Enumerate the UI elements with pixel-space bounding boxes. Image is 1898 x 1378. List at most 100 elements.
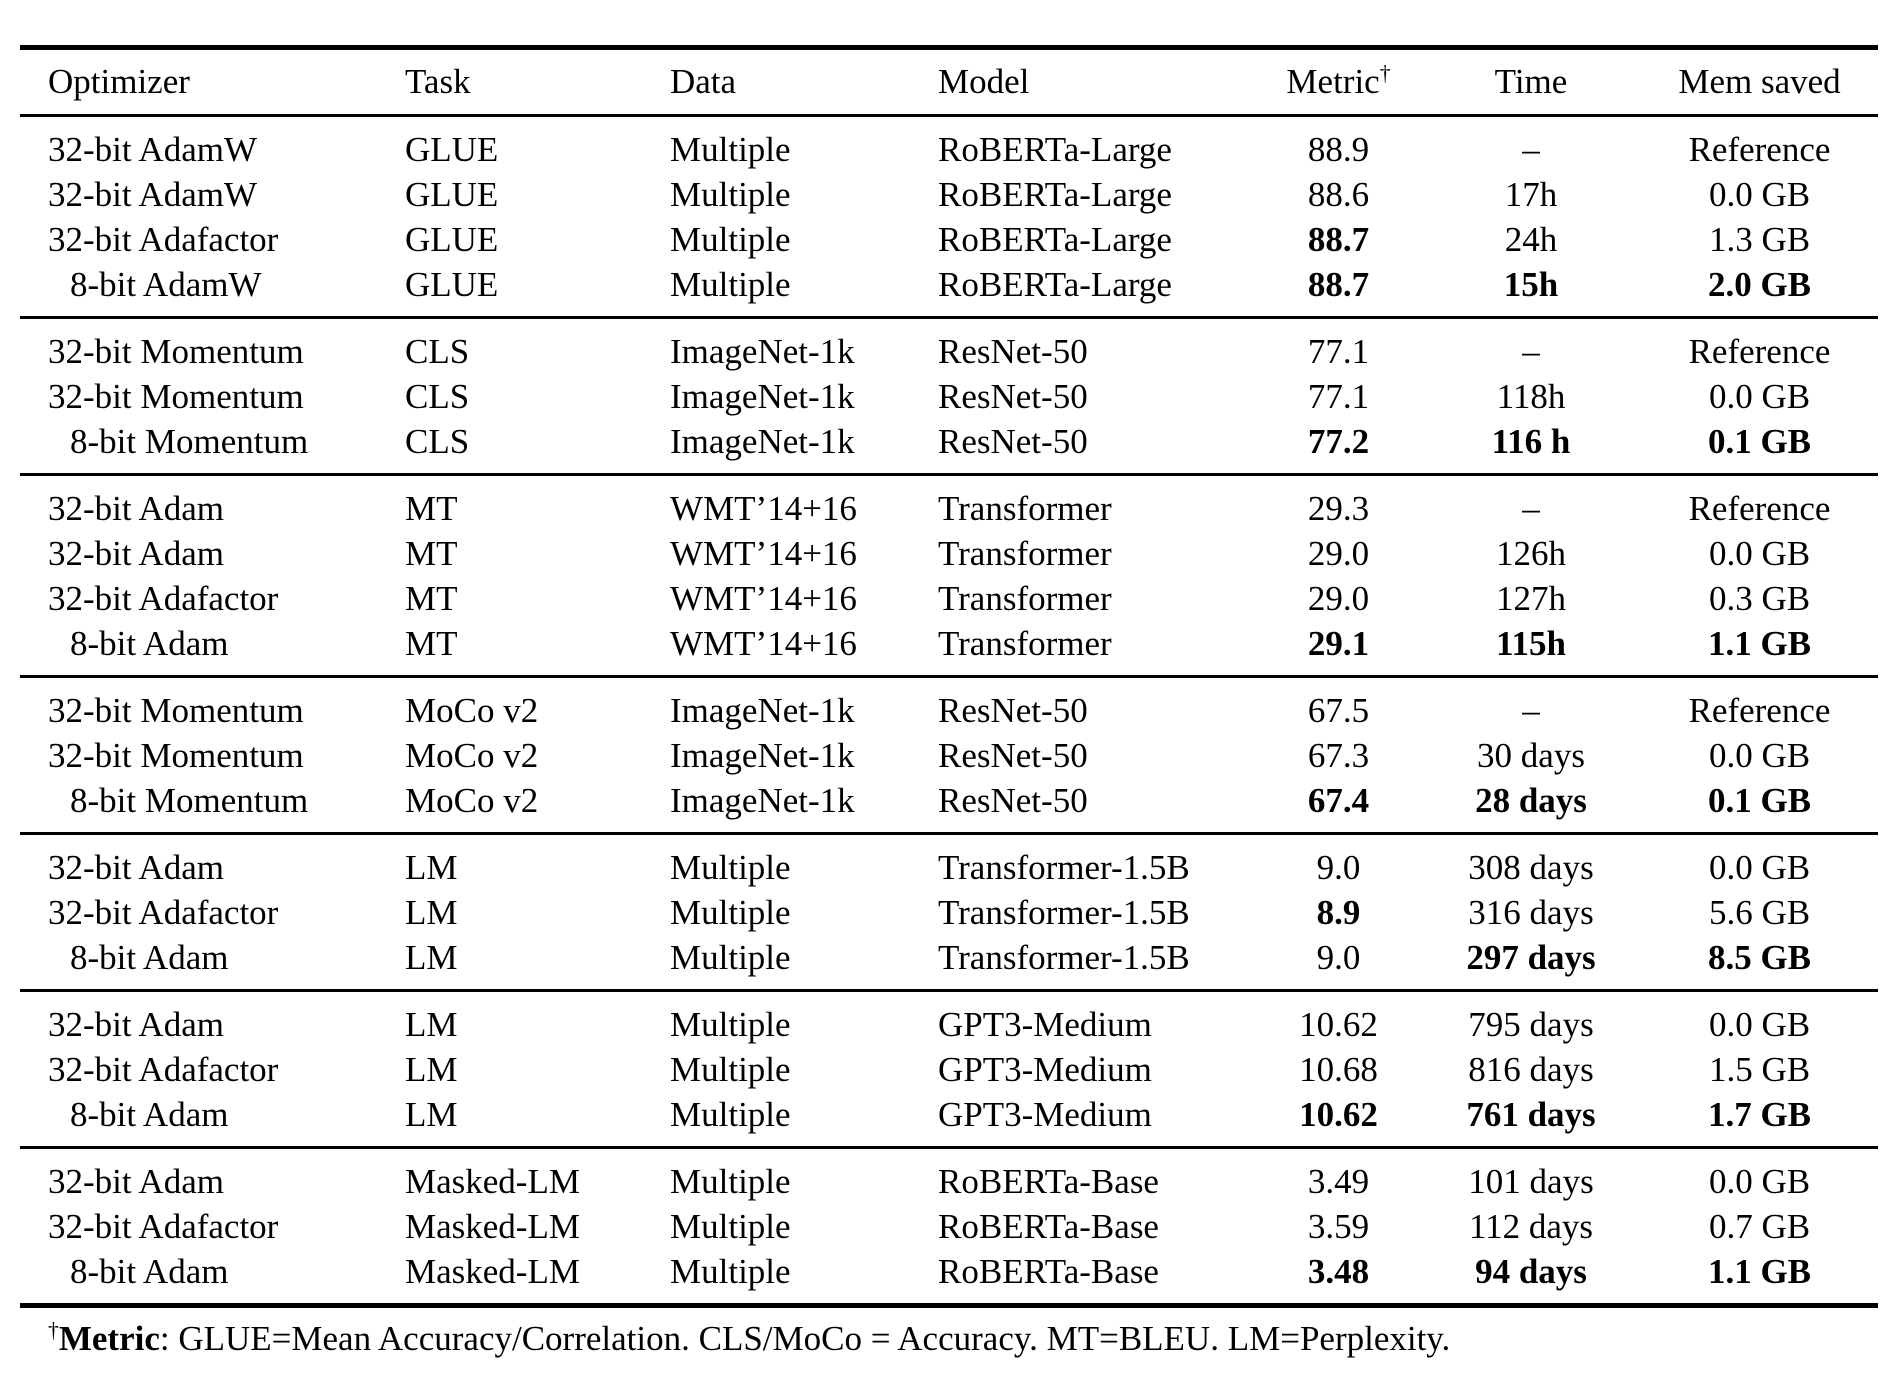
task-cell: GLUE — [405, 265, 499, 304]
model-cell: Transformer — [938, 624, 1112, 663]
task-cell: GLUE — [405, 130, 499, 169]
mem-saved-cell: 0.0 GB — [1708, 175, 1811, 214]
data-cell: Multiple — [670, 1095, 791, 1134]
metric-cell: 3.48 — [1307, 1252, 1370, 1291]
table-row: 8-bit Momentum CLS ImageNet-1k ResNet-50 77.… — [20, 419, 1878, 475]
metric-cell: 67.4 — [1307, 781, 1370, 820]
table-row: 32-bit Momentum CLS ImageNet-1k ResNet-50 77… — [20, 318, 1878, 375]
col-header-metric: Metric† — [1256, 48, 1421, 116]
mem-saved-cell: 0.0 GB — [1708, 736, 1811, 775]
data-cell: Multiple — [670, 938, 791, 977]
table-row: 8-bit Adam Masked-LM Multiple RoBERTa-Base 3… — [20, 1249, 1878, 1306]
data-cell: Multiple — [670, 1207, 791, 1246]
metric-cell: 9.0 — [1316, 848, 1361, 887]
data-cell: WMT’14+16 — [670, 579, 857, 618]
time-cell: 115h — [1495, 624, 1567, 663]
task-cell: LM — [405, 848, 458, 887]
table-row: 32-bit Adam MT WMT’14+16 Transformer 29.3 – Re… — [20, 475, 1878, 532]
optimizer-cell: 32-bit Adafactor — [48, 893, 279, 932]
optimizer-cell: 32-bit Adam — [48, 1162, 224, 1201]
data-cell: ImageNet-1k — [670, 736, 855, 775]
model-cell: RoBERTa-Large — [938, 265, 1172, 304]
time-cell: 297 days — [1466, 938, 1596, 977]
table-row: 8-bit Adam LM Multiple Transformer-1.5B 9.0 2… — [20, 935, 1878, 991]
task-cell: GLUE — [405, 175, 499, 214]
data-cell: Multiple — [670, 220, 791, 259]
time-cell: – — [1522, 332, 1540, 371]
col-header-model: Model — [938, 62, 1030, 101]
footnote-dagger-icon: † — [48, 1318, 59, 1343]
model-cell: RoBERTa-Large — [938, 130, 1172, 169]
task-cell: LM — [405, 1095, 458, 1134]
metric-cell: 77.2 — [1307, 422, 1370, 461]
table-row: 8-bit Momentum MoCo v2 ImageNet-1k ResNet-5… — [20, 778, 1878, 834]
table-group-5: 32-bit Adam LM Multiple Transformer-1.5B 9.0… — [20, 833, 1878, 991]
mem-saved-cell: Reference — [1688, 691, 1831, 730]
table-row: 32-bit Adafactor MT WMT’14+16 Transformer 29… — [20, 576, 1878, 621]
task-cell: CLS — [405, 422, 470, 461]
metric-cell: 3.59 — [1307, 1207, 1370, 1246]
time-cell: 316 days — [1468, 893, 1594, 932]
optimizer-cell: 32-bit Momentum — [48, 377, 304, 416]
table-row: 32-bit Momentum MoCo v2 ImageNet-1k ResNet-… — [20, 677, 1878, 734]
data-cell: WMT’14+16 — [670, 534, 857, 573]
model-cell: GPT3-Medium — [938, 1050, 1152, 1089]
time-cell: 15h — [1503, 265, 1559, 304]
time-cell: 116 h — [1491, 422, 1571, 461]
mem-saved-cell: 2.0 GB — [1707, 265, 1812, 304]
data-cell: WMT’14+16 — [670, 624, 857, 663]
metric-cell: 67.3 — [1307, 736, 1370, 775]
col-header-time: Time — [1494, 62, 1568, 101]
data-cell: ImageNet-1k — [670, 781, 855, 820]
metric-cell: 10.68 — [1299, 1050, 1378, 1089]
data-cell: Multiple — [670, 265, 791, 304]
model-cell: GPT3-Medium — [938, 1095, 1152, 1134]
data-cell: Multiple — [670, 130, 791, 169]
task-cell: MT — [405, 624, 458, 663]
model-cell: ResNet-50 — [938, 422, 1088, 461]
task-cell: LM — [405, 938, 458, 977]
time-cell: 30 days — [1477, 736, 1585, 775]
optimizer-cell: 8-bit Adam — [70, 1252, 229, 1291]
mem-saved-cell: 0.1 GB — [1707, 422, 1812, 461]
optimizer-cell: 8-bit Adam — [70, 1095, 229, 1134]
data-cell: Multiple — [670, 1252, 791, 1291]
mem-saved-cell: Reference — [1688, 332, 1831, 371]
mem-saved-cell: 0.0 GB — [1708, 534, 1811, 573]
task-cell: LM — [405, 1005, 458, 1044]
optimizer-cell: 32-bit Adam — [48, 1005, 224, 1044]
model-cell: RoBERTa-Base — [938, 1162, 1159, 1201]
table-row: 32-bit Adam LM Multiple Transformer-1.5B 9.0… — [20, 834, 1878, 891]
dagger-superscript: † — [1379, 61, 1391, 86]
table-row: 32-bit Adafactor LM Multiple Transformer-1.… — [20, 890, 1878, 935]
optimizer-cell: 32-bit Adam — [48, 489, 224, 528]
optimizer-cell: 32-bit Adam — [48, 534, 224, 573]
mem-saved-cell: 0.7 GB — [1708, 1207, 1811, 1246]
table-row: 32-bit Adam LM Multiple GPT3-Medium 10.62 795… — [20, 991, 1878, 1048]
optimizer-cell: 8-bit Adam — [70, 938, 229, 977]
task-cell: Masked-LM — [405, 1252, 580, 1291]
table-row: 8-bit Adam LM Multiple GPT3-Medium 10.62 761 … — [20, 1092, 1878, 1148]
model-cell: Transformer-1.5B — [938, 893, 1190, 932]
results-table: Optimizer Task Data Model Metric† Time M… — [20, 45, 1878, 1308]
time-cell: – — [1522, 691, 1540, 730]
table-row: 32-bit Momentum MoCo v2 ImageNet-1k ResNet-… — [20, 733, 1878, 778]
table-group-4: 32-bit Momentum MoCo v2 ImageNet-1k ResNet-… — [20, 676, 1878, 834]
task-cell: Masked-LM — [405, 1162, 580, 1201]
model-cell: Transformer — [938, 534, 1112, 573]
table-row: 32-bit Adafactor GLUE Multiple RoBERTa-Larg… — [20, 217, 1878, 262]
table-group-7: 32-bit Adam Masked-LM Multiple RoBERTa-Base… — [20, 1147, 1878, 1306]
data-cell: ImageNet-1k — [670, 377, 855, 416]
time-cell: 308 days — [1468, 848, 1594, 887]
optimizer-cell: 32-bit Adafactor — [48, 1050, 279, 1089]
metric-cell: 8.9 — [1316, 893, 1361, 932]
model-cell: RoBERTa-Base — [938, 1207, 1159, 1246]
metric-cell: 88.9 — [1307, 130, 1370, 169]
table-row: 32-bit Adam MT WMT’14+16 Transformer 29.0 126… — [20, 531, 1878, 576]
metric-cell: 29.0 — [1307, 534, 1370, 573]
mem-saved-cell: 1.7 GB — [1707, 1095, 1812, 1134]
time-cell: 24h — [1504, 220, 1558, 259]
data-cell: Multiple — [670, 1050, 791, 1089]
optimizer-cell: 32-bit Adam — [48, 848, 224, 887]
